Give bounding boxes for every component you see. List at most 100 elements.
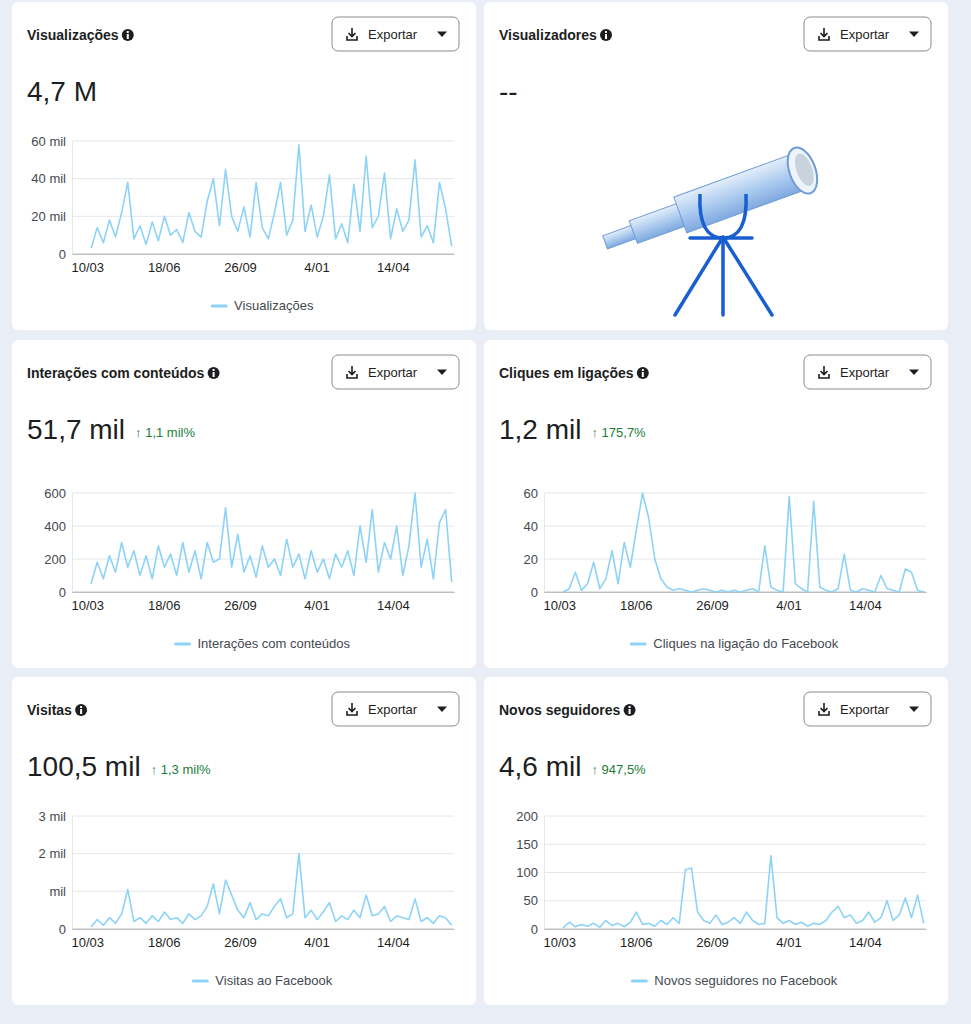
- y-tick: 20: [524, 552, 544, 567]
- x-tick: 10/03: [72, 254, 105, 275]
- grid-line: [544, 526, 926, 527]
- export-button-label[interactable]: Exportar: [840, 702, 890, 717]
- info-icon-dot: [629, 706, 631, 708]
- export-button-frame[interactable]: [804, 17, 931, 51]
- x-tick-label: 26/09: [224, 598, 257, 613]
- legend: Interações com conteúdos: [176, 636, 351, 651]
- y-tick-label: 40 mil: [31, 171, 66, 186]
- export-button[interactable]: Exportar: [332, 17, 459, 51]
- panel: VisitasExportar100,5 mil↑ 1,3 mil%0mil2 …: [12, 677, 476, 1005]
- export-button[interactable]: Exportar: [332, 692, 459, 726]
- export-button-label[interactable]: Exportar: [368, 365, 418, 380]
- legend-label: Novos seguidores no Facebook: [654, 973, 837, 988]
- info-icon[interactable]: [208, 367, 220, 379]
- y-tick-label: 60 mil: [31, 134, 66, 149]
- y-tick: 40: [524, 519, 544, 534]
- x-axis-line: [545, 592, 927, 593]
- panel: Cliques em ligaçõesExportar1,2 mil↑ 175,…: [484, 340, 948, 668]
- export-button-frame[interactable]: [804, 355, 931, 389]
- x-tick-label: 26/09: [224, 260, 257, 275]
- change-annotation: ↑ 947,5%: [591, 762, 646, 777]
- export-button-frame[interactable]: [332, 692, 459, 726]
- headline-value: 100,5 mil: [27, 751, 141, 782]
- y-axis: 050100150200: [516, 809, 544, 937]
- y-tick: 0: [59, 585, 72, 600]
- export-button-frame[interactable]: [332, 17, 459, 51]
- legend-item: Visualizações: [212, 298, 314, 313]
- y-tick: 150: [516, 837, 544, 852]
- info-icon[interactable]: [122, 29, 134, 41]
- change-annotation: ↑ 1,1 mil%: [135, 425, 195, 440]
- export-button-label[interactable]: Exportar: [840, 365, 890, 380]
- y-tick: mil: [49, 884, 72, 899]
- x-tick-label: 4/01: [776, 935, 801, 950]
- y-tick-label: 20: [524, 552, 538, 567]
- y-axis-line: [72, 142, 73, 255]
- export-button-label[interactable]: Exportar: [840, 27, 890, 42]
- export-button-frame[interactable]: [804, 692, 931, 726]
- x-tick-label: 4/01: [304, 260, 329, 275]
- info-icon[interactable]: [624, 704, 636, 716]
- panel: Novos seguidoresExportar4,6 mil↑ 947,5%0…: [484, 677, 948, 1005]
- x-tick-label: 4/01: [304, 598, 329, 613]
- info-icon-stem: [605, 34, 607, 39]
- panel-background: [484, 2, 948, 330]
- y-tick: 0: [531, 585, 544, 600]
- x-tick: 4/01: [304, 592, 329, 613]
- info-icon[interactable]: [637, 367, 649, 379]
- x-tick: 14/04: [377, 254, 410, 275]
- x-tick: 18/06: [148, 592, 181, 613]
- panel: VisualizadoresExportar--: [484, 2, 948, 330]
- export-button[interactable]: Exportar: [332, 355, 459, 389]
- y-tick-label: 0: [531, 585, 538, 600]
- x-tick-label: 14/04: [849, 935, 882, 950]
- y-tick-label: 0: [59, 247, 66, 262]
- grid-line: [72, 493, 454, 494]
- panel-title: Visitas: [27, 702, 72, 718]
- legend-item: Visitas ao Facebook: [193, 973, 332, 988]
- info-icon[interactable]: [600, 29, 612, 41]
- y-tick: 200: [44, 552, 72, 567]
- y-tick: 20 mil: [31, 209, 72, 224]
- grid-line: [544, 559, 926, 560]
- panel: VisualizaçõesExportar4,7 M020 mil40 mil6…: [12, 2, 476, 330]
- y-tick: 2 mil: [39, 846, 72, 861]
- export-button[interactable]: Exportar: [804, 692, 931, 726]
- data-line: [91, 145, 452, 249]
- export-button[interactable]: Exportar: [804, 355, 931, 389]
- y-tick-label: 60: [524, 486, 538, 501]
- export-button-frame[interactable]: [332, 355, 459, 389]
- y-tick: 60 mil: [31, 134, 72, 149]
- legend-swatch: [193, 980, 207, 983]
- legend-swatch: [176, 643, 190, 646]
- y-tick-label: 200: [516, 809, 538, 824]
- x-tick-label: 4/01: [304, 935, 329, 950]
- data-line: [91, 854, 452, 927]
- x-axis: 10/0318/0626/094/0114/04: [72, 592, 455, 613]
- info-icon-stem: [213, 372, 215, 377]
- y-tick-label: 150: [516, 837, 538, 852]
- x-tick-label: 14/04: [377, 935, 410, 950]
- dropdown-arrow: [437, 32, 447, 38]
- export-button[interactable]: Exportar: [804, 17, 931, 51]
- info-icon-dot: [605, 31, 607, 33]
- export-button-label[interactable]: Exportar: [368, 27, 418, 42]
- panel: Interações com conteúdosExportar51,7 mil…: [12, 340, 476, 668]
- x-tick: 10/03: [72, 592, 105, 613]
- x-tick-label: 10/03: [72, 598, 105, 613]
- x-tick: 14/04: [377, 929, 410, 950]
- dropdown-arrow: [909, 707, 919, 713]
- dropdown-arrow: [437, 370, 447, 376]
- y-axis: 0 20 40 60: [524, 486, 545, 600]
- y-tick: 0: [59, 247, 72, 262]
- x-axis: 10/0318/0626/094/0114/04: [544, 592, 927, 613]
- grid-line: [72, 254, 454, 255]
- info-icon[interactable]: [75, 704, 87, 716]
- plot-area: [91, 493, 452, 584]
- export-button-label[interactable]: Exportar: [368, 702, 418, 717]
- y-tick-label: 3 mil: [39, 809, 67, 824]
- x-axis: 10/0318/0626/094/0114/04: [544, 929, 927, 950]
- panel-title: Novos seguidores: [499, 702, 621, 718]
- headline-value: 4,6 mil: [499, 751, 581, 782]
- legend-swatch: [212, 305, 226, 308]
